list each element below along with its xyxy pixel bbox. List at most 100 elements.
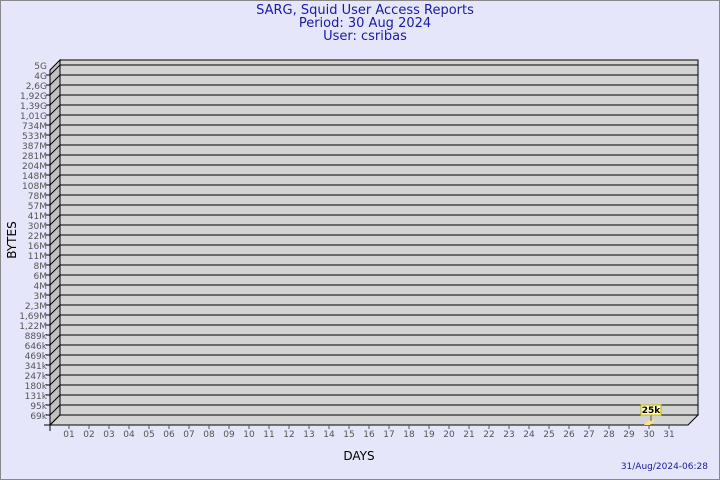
- x-tick-label: 21: [463, 430, 474, 440]
- y-tick-label: 247k: [25, 372, 48, 382]
- gridline-wall: [49, 284, 61, 296]
- y-tick-label: 78M: [28, 192, 47, 202]
- x-tick-label: 11: [263, 430, 274, 440]
- gridline-wall: [49, 184, 61, 196]
- y-tick-label: 2,3M: [25, 302, 47, 312]
- bar-label-box: [640, 404, 662, 416]
- y-tick-label: 1,39G: [20, 102, 47, 112]
- x-tick-label: 25: [543, 430, 554, 440]
- x-axis-label: DAYS: [343, 449, 374, 463]
- gridline-wall: [49, 234, 61, 246]
- gridline-wall: [49, 94, 61, 106]
- y-axis-label: BYTES: [5, 221, 19, 258]
- x-tick-label: 27: [583, 430, 594, 440]
- timestamp: 31/Aug/2024-06:28: [621, 462, 708, 472]
- y-tick-label: 533M: [22, 132, 47, 142]
- gridline-wall: [49, 134, 61, 146]
- gridline-wall: [49, 354, 61, 366]
- x-tick-label: 28: [603, 430, 615, 440]
- gridline-wall: [49, 164, 61, 176]
- gridline-wall: [49, 394, 61, 406]
- bar: [644, 420, 655, 425]
- gridline-wall: [49, 404, 61, 416]
- y-tick-label: 57M: [28, 202, 47, 212]
- y-tick-label: 16M: [28, 242, 47, 252]
- x-tick-label: 17: [383, 430, 394, 440]
- gridline-wall: [49, 314, 61, 326]
- y-tick-label: 180k: [25, 382, 48, 392]
- gridline-wall: [49, 114, 61, 126]
- y-tick-label: 1,01G: [20, 112, 47, 122]
- chart-user: User: csribas: [323, 29, 407, 44]
- gridline-wall: [49, 264, 61, 276]
- y-tick-label: 6M: [34, 272, 48, 282]
- x-tick-label: 06: [163, 430, 175, 440]
- x-tick-label: 26: [563, 430, 575, 440]
- x-tick-label: 13: [303, 430, 314, 440]
- y-tick-label: 1,22M: [19, 322, 47, 332]
- y-tick-label: 281M: [22, 152, 47, 162]
- gridline-wall: [49, 124, 61, 136]
- chart-period: Period: 30 Aug 2024: [298, 16, 432, 31]
- y-tick-label: 5G: [34, 62, 47, 72]
- y-tick-label: 8M: [34, 262, 48, 272]
- gridline-wall: [49, 334, 61, 346]
- y-tick-label: 4G: [34, 72, 47, 82]
- x-tick-label: 16: [363, 430, 375, 440]
- bar-label: 25k: [642, 406, 662, 416]
- y-tick-label: 4M: [34, 282, 48, 292]
- gridline-wall: [49, 224, 61, 236]
- x-tick-label: 01: [63, 430, 74, 440]
- x-tick-label: 23: [503, 430, 514, 440]
- x-tick-label: 04: [123, 430, 135, 440]
- x-tick-label: 15: [343, 430, 354, 440]
- gridline-wall: [49, 324, 61, 336]
- plot-floor: [48, 414, 700, 426]
- y-tick-label: 69k: [30, 412, 47, 422]
- gridline-wall: [49, 84, 61, 96]
- gridline-wall: [49, 274, 61, 286]
- y-tick-label: 41M: [28, 212, 47, 222]
- x-tick-label: 02: [83, 430, 94, 440]
- y-tick-label: 11M: [28, 252, 47, 262]
- y-tick-label: 1,69M: [19, 312, 47, 322]
- y-tick-label: 148M: [22, 172, 47, 182]
- x-tick-label: 19: [423, 430, 435, 440]
- x-tick-label: 05: [143, 430, 154, 440]
- gridline-wall: [49, 174, 61, 186]
- gridline-wall: [49, 154, 61, 166]
- y-tick-label: 204M: [22, 162, 47, 172]
- x-tick-label: 14: [323, 430, 335, 440]
- y-tick-label: 22M: [28, 232, 47, 242]
- gridline-wall: [49, 254, 61, 266]
- gridline-wall: [49, 74, 61, 86]
- x-tick-label: 22: [483, 430, 494, 440]
- x-tick-label: 31: [663, 430, 674, 440]
- gridline-wall: [49, 204, 61, 216]
- x-tick-label: 10: [243, 430, 255, 440]
- y-tick-label: 2,6G: [26, 82, 47, 92]
- y-tick-label: 646k: [25, 342, 48, 352]
- y-tick-label: 3M: [34, 292, 48, 302]
- y-tick-label: 889k: [25, 332, 48, 342]
- gridline-wall: [49, 244, 61, 256]
- plot-back: [59, 59, 699, 416]
- y-tick-label: 95k: [30, 402, 47, 412]
- y-tick-label: 734M: [22, 122, 47, 132]
- x-tick-label: 20: [443, 430, 455, 440]
- y-tick-label: 1,92G: [20, 92, 47, 102]
- x-tick-label: 08: [203, 430, 215, 440]
- x-tick-label: 29: [623, 430, 635, 440]
- x-tick-label: 24: [523, 430, 535, 440]
- y-tick-label: 131k: [25, 392, 48, 402]
- y-tick-label: 387M: [22, 142, 47, 152]
- gridline-wall: [49, 104, 61, 116]
- x-tick-label: 07: [183, 430, 194, 440]
- y-tick-label: 30M: [28, 222, 47, 232]
- y-tick-label: 108M: [22, 182, 47, 192]
- x-tick-label: 09: [223, 430, 235, 440]
- chart-title: SARG, Squid User Access Reports: [256, 3, 474, 18]
- gridline-wall: [49, 294, 61, 306]
- gridline-wall: [49, 414, 61, 426]
